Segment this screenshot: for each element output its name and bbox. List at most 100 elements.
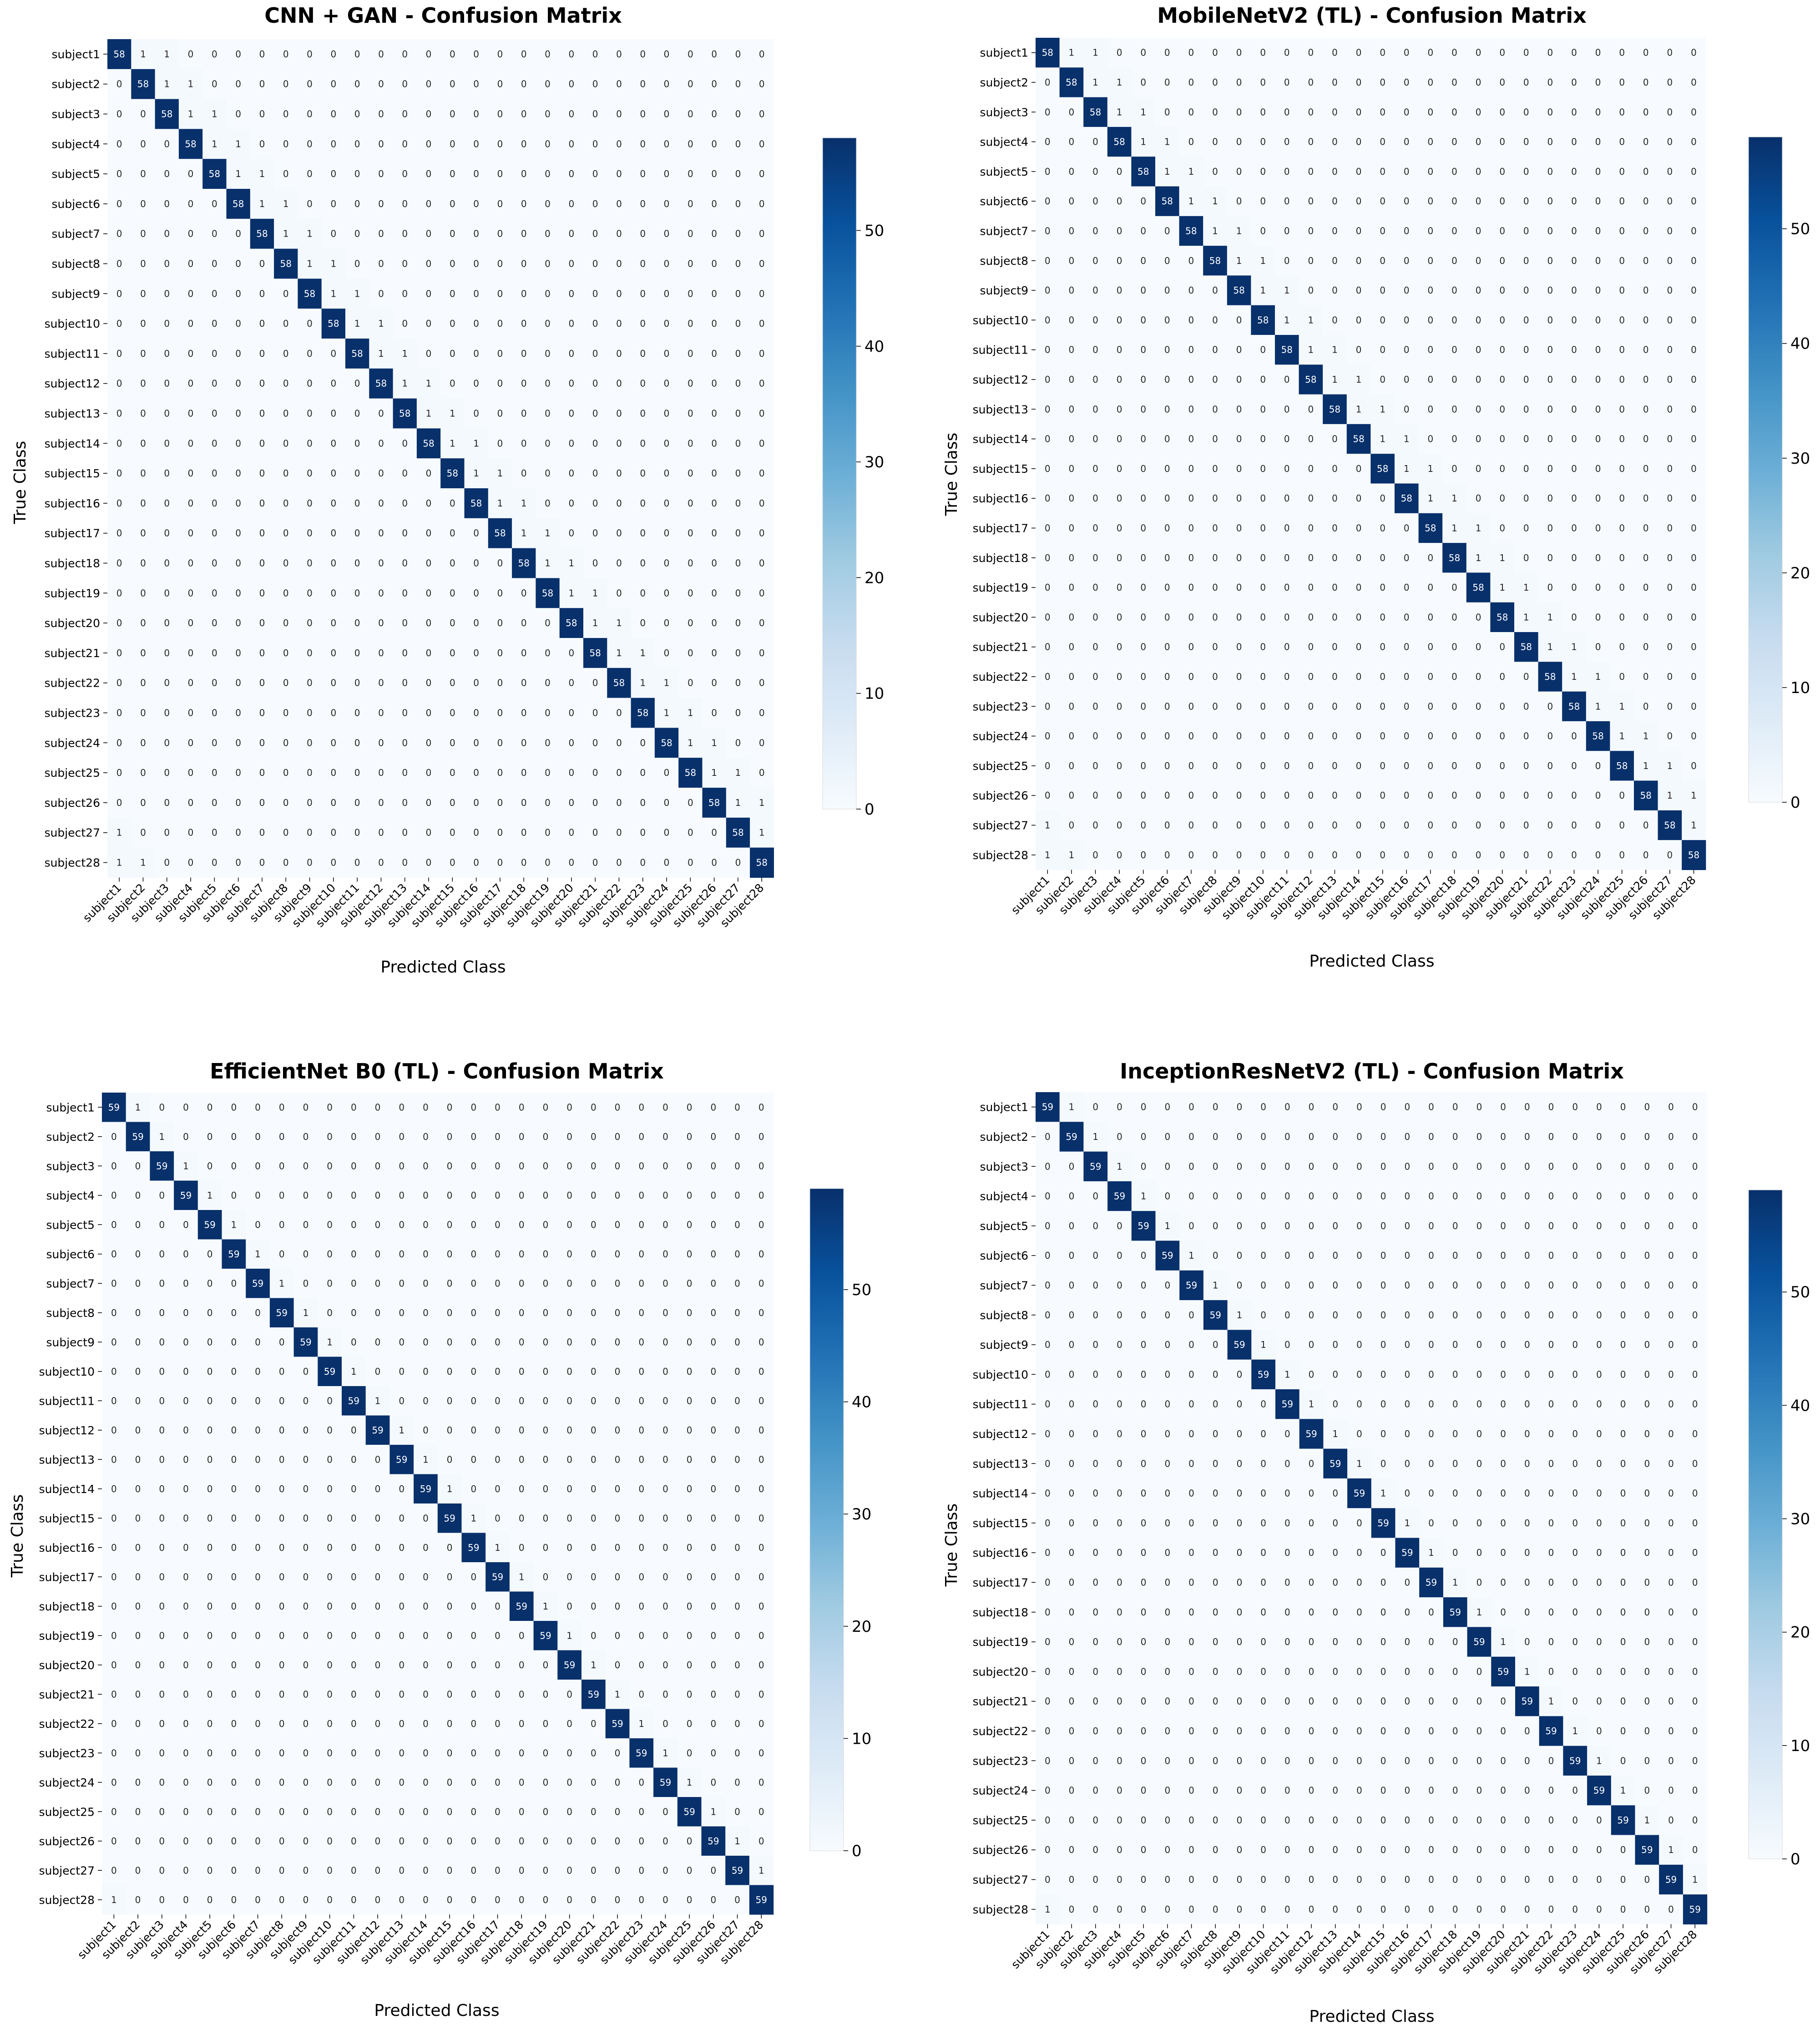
- cell-value-label: 0: [615, 1366, 621, 1377]
- cell-value-label: 0: [1140, 671, 1146, 682]
- cell-value-label: 1: [1619, 731, 1625, 742]
- cell-value-label: 0: [188, 678, 194, 688]
- cell-value-label: 0: [450, 228, 455, 239]
- cell-value-label: 0: [1332, 314, 1338, 325]
- colorbar-tick-label: 0: [1790, 794, 1800, 812]
- y-tick-label: subject3: [46, 1159, 95, 1173]
- cell-value-label: 0: [1595, 434, 1601, 445]
- cell-value-label: 0: [402, 468, 408, 479]
- cell-value-label: 59: [324, 1366, 335, 1377]
- cell-value-label: 0: [207, 1425, 213, 1436]
- heatmap-cell: [512, 248, 536, 279]
- cell-value-label: 0: [1356, 344, 1362, 355]
- cell-value-label: 0: [212, 378, 217, 389]
- cell-value-label: 0: [519, 1894, 525, 1905]
- cell-value-label: 0: [351, 1601, 357, 1612]
- cell-value-label: 0: [638, 1513, 644, 1524]
- cell-value-label: 0: [354, 138, 360, 149]
- cell-value-label: 0: [375, 1542, 381, 1553]
- cell-value-label: 0: [135, 1160, 141, 1171]
- colorbar-tick-label: 50: [864, 222, 884, 240]
- cell-value-label: 0: [1499, 642, 1505, 653]
- cell-value-label: 0: [212, 708, 217, 719]
- cell-value-label: 0: [375, 1836, 381, 1847]
- cell-value-label: 0: [116, 258, 122, 269]
- y-tick-label: subject27: [45, 826, 100, 840]
- cell-value-label: 0: [687, 1131, 693, 1142]
- cell-value-label: 0: [1356, 671, 1362, 682]
- cell-value-label: 0: [307, 528, 313, 539]
- cell-value-label: 0: [279, 1718, 285, 1729]
- cell-value-label: 0: [283, 138, 289, 149]
- cell-value-label: 0: [662, 1160, 668, 1171]
- cell-value-label: 0: [1140, 760, 1146, 771]
- cell-value-label: 0: [1164, 731, 1170, 742]
- cell-value-label: 0: [1404, 582, 1410, 593]
- cell-value-label: 0: [1284, 255, 1290, 266]
- y-tick-label: subject8: [51, 258, 100, 271]
- cell-value-label: 0: [1428, 77, 1434, 88]
- cell-value-label: 0: [375, 1630, 381, 1641]
- cell-value-label: 1: [640, 648, 646, 658]
- cell-value-label: 0: [378, 228, 384, 239]
- cell-value-label: 0: [1476, 731, 1481, 742]
- cell-value-label: 0: [450, 288, 455, 299]
- y-tick-label: subject19: [45, 587, 100, 600]
- cell-value-label: 0: [1595, 285, 1601, 296]
- cell-value-label: 0: [688, 348, 693, 359]
- heatmap-cell: [583, 129, 607, 159]
- heatmap-cell: [226, 39, 251, 70]
- cell-value-label: 0: [638, 1307, 644, 1318]
- cell-value-label: 0: [638, 1336, 644, 1347]
- cell-value-label: 0: [330, 737, 336, 748]
- cell-value-label: 0: [473, 528, 479, 539]
- cell-value-label: 0: [1595, 196, 1601, 207]
- cell-value-label: 0: [543, 1249, 549, 1260]
- cell-value-label: 0: [327, 1249, 333, 1260]
- cell-value-label: 0: [1667, 106, 1673, 117]
- cell-value-label: 0: [543, 1747, 549, 1758]
- cell-value-label: 0: [592, 528, 598, 539]
- heatmap-cell: [107, 39, 131, 70]
- cell-value-label: 0: [1643, 612, 1649, 623]
- cell-value-label: 58: [1113, 137, 1125, 147]
- y-tick-label: subject4: [980, 136, 1028, 149]
- cell-value-label: 0: [327, 1131, 333, 1142]
- heatmap-cell: [750, 69, 774, 100]
- cell-value-label: 0: [1164, 582, 1170, 593]
- cell-value-label: 0: [140, 648, 146, 658]
- cell-value-label: 0: [1380, 582, 1385, 593]
- cell-value-label: 1: [399, 1425, 404, 1436]
- cell-value-label: 0: [188, 767, 194, 778]
- cell-value-label: 0: [1428, 196, 1434, 207]
- cell-value-label: 1: [188, 79, 194, 90]
- cell-value-label: 0: [1571, 196, 1577, 207]
- cell-value-label: 0: [521, 797, 527, 808]
- cell-value-label: 59: [612, 1718, 623, 1729]
- cell-value-label: 0: [327, 1718, 333, 1729]
- cell-value-label: 0: [1428, 671, 1434, 682]
- cell-value-label: 0: [470, 1219, 476, 1230]
- cell-value-label: 0: [447, 1278, 453, 1289]
- cell-value-label: 0: [330, 827, 336, 838]
- cell-value-label: 0: [423, 1102, 429, 1113]
- cell-value-label: 0: [470, 1307, 476, 1318]
- heatmap-cell: [750, 218, 774, 249]
- cell-value-label: 0: [135, 1395, 141, 1406]
- cell-value-label: 0: [734, 1747, 740, 1758]
- cell-value-label: 0: [307, 468, 313, 479]
- cell-value-label: 0: [688, 468, 693, 479]
- y-tick-label: subject25: [45, 766, 100, 780]
- cell-value-label: 0: [1356, 166, 1362, 177]
- cell-value-label: 0: [159, 1894, 165, 1905]
- cell-value-label: 0: [497, 708, 503, 719]
- heatmap-cell: [155, 69, 179, 100]
- cell-value-label: 0: [1045, 344, 1051, 355]
- cell-value-label: 0: [1643, 255, 1649, 266]
- cell-value-label: 0: [1092, 493, 1098, 504]
- cell-value-label: 0: [1092, 255, 1098, 266]
- cell-value-label: 0: [423, 1894, 429, 1905]
- cell-value-label: 0: [1476, 463, 1481, 474]
- heatmap-cell: [226, 99, 251, 129]
- cell-value-label: 0: [255, 1660, 261, 1671]
